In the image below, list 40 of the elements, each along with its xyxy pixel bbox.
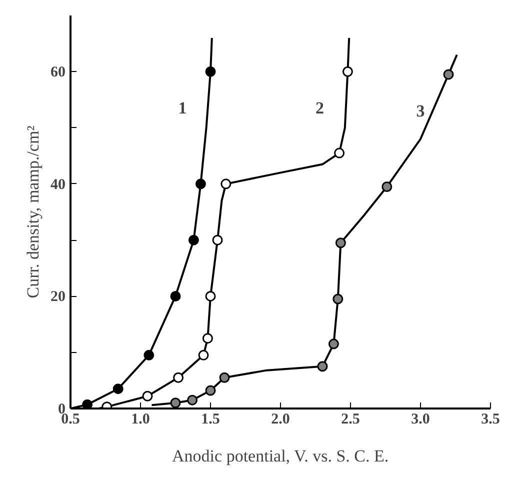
point [332,294,344,304]
x-tick-label: 1.0 [131,412,150,428]
point [170,290,181,302]
point [219,372,230,383]
point [144,350,154,360]
point [195,178,206,190]
series-label: 2 [315,98,324,118]
point [212,234,223,246]
y-tick-label: 20 [50,289,66,306]
point [112,384,124,394]
series-label: 3 [416,101,425,120]
point [173,372,184,383]
point [82,399,93,408]
point [202,333,213,344]
x-axis-title: Anodic potential, V. vs. S. C. E. [172,446,389,466]
point [205,385,216,396]
x-tick-label: 2.0 [271,412,290,428]
point [142,390,153,402]
series-label: 1 [178,98,187,118]
point [335,238,346,248]
x-tick-label: 3.5 [481,412,500,428]
point [220,178,232,190]
y-tick-label: 40 [50,176,66,193]
x-tick-label: 3.0 [411,412,430,428]
point [334,148,345,158]
point [205,66,216,77]
point [187,394,198,406]
point [342,66,353,77]
point [382,181,392,192]
x-tick-label: 2.5 [341,412,360,428]
point [317,361,328,372]
x-tick-label: 1.5 [201,412,220,428]
point [198,350,209,360]
point [443,69,454,80]
point [205,290,216,302]
point [170,398,181,408]
point [188,234,199,246]
y-tick-label: 60 [50,64,66,81]
point [328,338,339,350]
y-axis-title: Curr. density, mamp./cm² [24,126,42,298]
